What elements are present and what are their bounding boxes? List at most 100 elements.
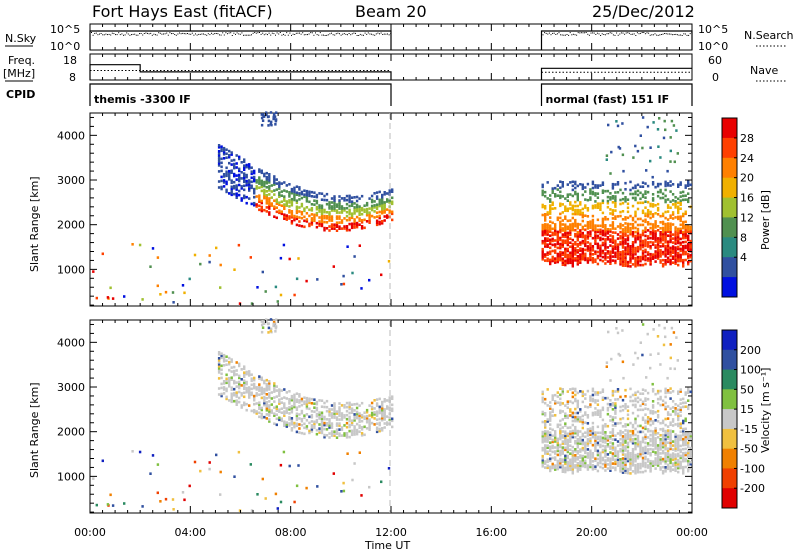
power-cell [261,119,265,122]
velocity-cell [551,434,554,438]
velocity-panel-frame [89,319,693,514]
nsearch-point [614,34,616,36]
power-cell [554,245,557,248]
power-cell [363,226,366,230]
velocity-cell [669,407,672,410]
power-cell [666,182,670,185]
power-cell [345,202,349,206]
velocity-cell [579,460,582,463]
velocity-cell [330,408,334,411]
power-cell [279,293,283,297]
nsearch-point [175,34,177,36]
velocity-cell [684,391,687,394]
velocity-cell [604,425,607,428]
velocity-cell [584,421,587,424]
power-cell [554,207,557,210]
power-cell [576,232,579,236]
power-cell [586,215,590,218]
velocity-cell [243,383,246,387]
velocity-cell [571,411,574,415]
power-cell [360,221,364,224]
velocity-cell [579,454,582,457]
velocity-cell [591,456,595,459]
nsearch-point [319,32,321,34]
velocity-cell [636,442,640,446]
power-cell [217,152,221,155]
power-cell [569,207,572,210]
power-cell [687,248,690,252]
velocity-cell [584,451,587,455]
power-cell [576,192,579,196]
velocity-cell [328,432,331,435]
velocity-cell [626,413,630,417]
velocity-cell [684,393,687,396]
nsearch-point [187,33,188,34]
nsearch-point [324,35,326,36]
velocity-cell [606,445,610,448]
y-tick-label: 3000 [57,381,85,394]
velocity-cell [556,453,559,457]
power-cell [348,200,351,204]
velocity-cell [684,417,687,421]
velocity-cell [556,447,559,451]
velocity-y-axis-label: Slant Range [km] [28,382,41,478]
power-cell [574,243,577,246]
velocity-cell [671,418,675,421]
nsearch-point [211,32,212,34]
velocity-cell [275,405,278,408]
velocity-cell [235,399,238,402]
power-cell [328,207,331,210]
nsky-label: N.Sky [5,32,37,45]
power-cell [636,245,640,249]
nsearch-point [635,35,637,36]
power-cell [383,209,386,212]
power-cell [659,251,662,254]
power-cell [288,217,291,220]
velocity-cell [601,426,605,430]
power-cell [666,206,670,209]
velocity-cell [611,442,615,445]
velocity-cell [629,399,632,403]
power-cell [664,238,667,242]
velocity-cell [255,394,258,397]
power-cell [675,129,678,132]
velocity-cell [629,472,632,475]
power-cell [228,155,231,159]
power-cell [258,208,261,212]
power-cell [345,210,349,214]
velocity-cell [594,433,597,436]
power-cell [556,188,559,191]
power-cell [669,236,672,240]
power-cell [616,251,620,254]
power-cell [559,258,562,262]
velocity-cell [616,432,620,435]
power-cell [626,246,630,250]
velocity-cell [235,369,238,372]
velocity-cell [320,427,324,431]
velocity-cell [363,417,366,420]
nsearch-point [217,33,219,35]
power-cell [626,210,630,214]
power-cell [644,218,647,222]
power-cell [576,245,579,248]
power-cell [554,261,557,264]
velocity-cell [574,425,577,429]
power-cell [325,192,329,196]
velocity-cell [544,420,547,423]
velocity-cell [656,391,660,395]
power-cell [636,255,640,259]
power-cell [656,239,660,242]
power-cell [238,167,241,171]
power-cell [123,295,126,298]
power-cell [273,177,276,180]
power-cell [566,257,569,261]
power-cell [579,241,582,244]
velocity-cell [619,395,622,399]
power-cell [594,228,597,231]
velocity-cell [636,466,640,470]
power-cell [268,173,271,176]
power-cell [551,243,554,247]
power-cell [546,257,549,261]
power-cell [283,205,286,208]
velocity-cell [378,397,381,401]
